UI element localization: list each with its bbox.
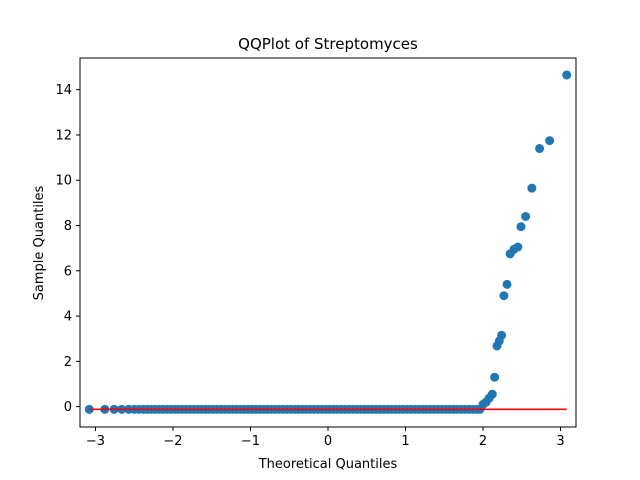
data-point xyxy=(499,291,509,301)
data-point xyxy=(502,279,512,289)
data-point xyxy=(487,389,497,399)
y-tick-label: 14 xyxy=(55,83,72,98)
y-tick-label: 0 xyxy=(64,400,72,415)
data-point xyxy=(535,144,545,154)
x-tick-label: −1 xyxy=(241,434,260,449)
y-tick-label: 6 xyxy=(64,264,72,279)
y-axis-label: Sample Quantiles xyxy=(32,185,47,300)
chart-title: QQPlot of Streptomyces xyxy=(238,35,418,53)
data-point xyxy=(497,330,507,340)
plot-area xyxy=(84,70,572,414)
x-tick-label: 0 xyxy=(324,434,332,449)
data-point xyxy=(490,372,500,382)
x-tick-label: 2 xyxy=(479,434,487,449)
x-tick-label: −2 xyxy=(163,434,182,449)
y-tick-label: 4 xyxy=(64,310,72,325)
x-axis-label: Theoretical Quantiles xyxy=(258,457,398,472)
x-tick-label: −3 xyxy=(86,434,105,449)
y-tick-label: 8 xyxy=(64,219,72,234)
x-tick-label: 1 xyxy=(401,434,409,449)
data-point xyxy=(527,183,537,193)
data-point xyxy=(513,242,523,252)
y-tick-label: 10 xyxy=(55,174,72,189)
x-tick-label: 3 xyxy=(556,434,564,449)
y-tick-label: 12 xyxy=(55,128,72,143)
data-point xyxy=(562,70,572,80)
y-tick-label: 2 xyxy=(64,355,72,370)
data-point xyxy=(545,136,555,146)
data-point xyxy=(521,211,531,221)
data-point xyxy=(516,222,526,232)
